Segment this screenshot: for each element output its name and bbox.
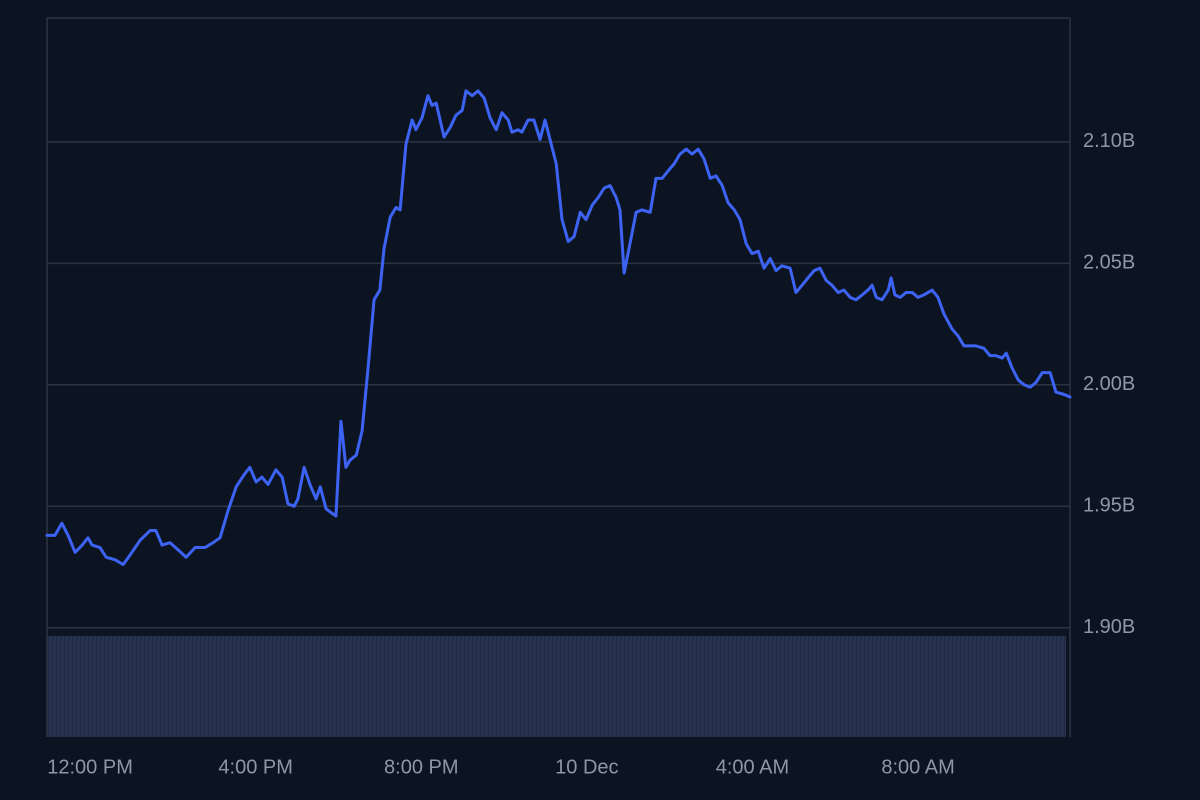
- x-tick-label: 10 Dec: [555, 756, 618, 778]
- x-tick-label: 4:00 AM: [716, 756, 789, 778]
- y-tick-label: 2.05B: [1083, 252, 1135, 274]
- x-tick-label: 4:00 PM: [218, 756, 292, 778]
- price-line: [45, 89, 1072, 567]
- volume-band: [47, 636, 1066, 737]
- x-tick-label: 8:00 PM: [384, 756, 458, 778]
- y-tick-label: 1.90B: [1083, 616, 1135, 638]
- y-tick-label: 2.10B: [1083, 130, 1135, 152]
- y-tick-label: 1.95B: [1083, 495, 1135, 517]
- y-tick-label: 2.00B: [1083, 373, 1135, 395]
- x-tick-label: 12:00 PM: [47, 756, 133, 778]
- plot: 1.90B 1.95B 2.00B 2.05B 2.10B 12:00 PM 4:00 PM…: [45, 89, 1135, 778]
- x-tick-label: 8:00 AM: [881, 756, 954, 778]
